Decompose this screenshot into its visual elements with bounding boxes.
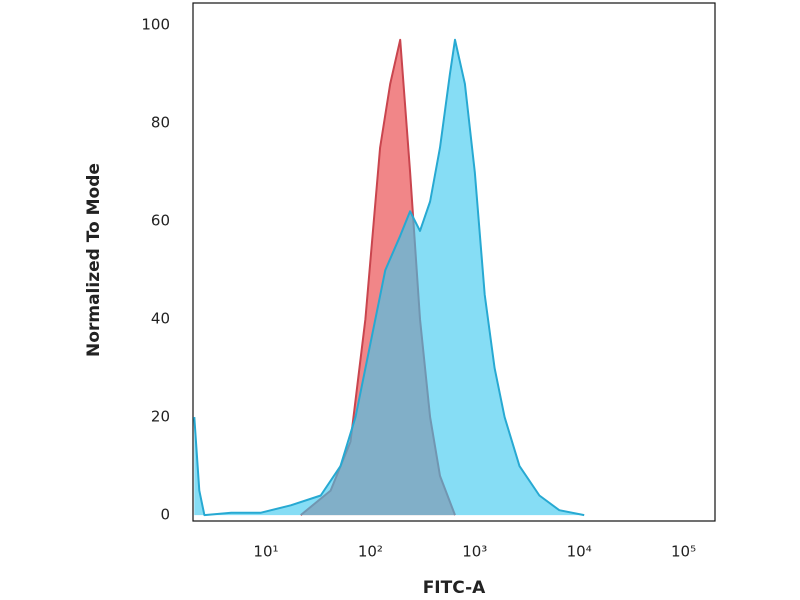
- plot-frame: [192, 2, 716, 522]
- y-tick-label: 100: [141, 16, 170, 34]
- x-tick-label: 10²: [358, 543, 383, 561]
- y-tick-label: 40: [151, 310, 170, 328]
- y-tick-label: 20: [151, 408, 170, 426]
- x-tick-label: 10⁴: [567, 543, 592, 561]
- y-tick-label: 60: [151, 212, 170, 230]
- x-tick-label: 10¹: [253, 543, 278, 561]
- x-axis-title: FITC-A: [423, 578, 486, 598]
- series-line: [193, 38, 585, 517]
- y-tick-label: 0: [160, 506, 170, 524]
- area-fill: [194, 39, 585, 516]
- x-tick-label: 10⁵: [671, 543, 696, 561]
- y-tick-label: 80: [151, 114, 170, 132]
- x-tick-label: 10³: [462, 543, 487, 561]
- y-axis-title: Normalized To Mode: [84, 163, 104, 357]
